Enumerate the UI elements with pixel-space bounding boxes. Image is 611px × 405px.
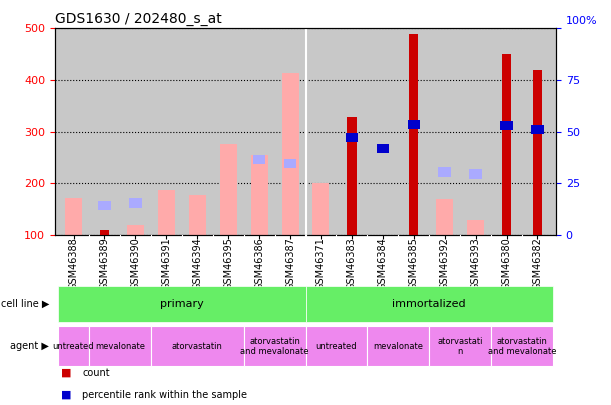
Text: cell line ▶: cell line ▶: [1, 299, 49, 309]
Bar: [129, 198, 142, 207]
Bar: [58, 326, 89, 366]
Bar: [500, 121, 513, 130]
Text: GSM46382: GSM46382: [532, 237, 543, 290]
Bar: [469, 169, 482, 179]
Text: atorvastatin
and mevalonate: atorvastatin and mevalonate: [240, 337, 309, 356]
Bar: [533, 70, 542, 235]
Text: GSM46392: GSM46392: [440, 237, 450, 290]
Bar: [439, 167, 451, 177]
Bar: [244, 326, 306, 366]
Bar: [408, 120, 420, 129]
Bar: [436, 199, 453, 235]
Text: GSM46394: GSM46394: [192, 237, 202, 290]
Text: GSM46391: GSM46391: [161, 237, 171, 290]
Bar: [347, 117, 357, 235]
Text: GSM46390: GSM46390: [130, 237, 141, 290]
Bar: [189, 195, 206, 235]
Text: GSM46393: GSM46393: [470, 237, 481, 290]
Bar: [367, 326, 429, 366]
Text: GSM46386: GSM46386: [254, 237, 264, 290]
Bar: [467, 220, 484, 235]
Text: GSM46380: GSM46380: [502, 237, 511, 290]
Bar: [284, 159, 296, 168]
Text: untreated: untreated: [316, 342, 357, 351]
Bar: [253, 155, 265, 164]
Text: count: count: [82, 368, 110, 377]
Text: GSM46384: GSM46384: [378, 237, 388, 290]
Bar: [98, 201, 111, 210]
Bar: [127, 224, 144, 235]
Text: primary: primary: [160, 299, 203, 309]
Text: atorvastatin
and mevalonate: atorvastatin and mevalonate: [488, 337, 556, 356]
Text: GSM46387: GSM46387: [285, 237, 295, 290]
Text: ■: ■: [61, 390, 71, 400]
Text: atorvastatin: atorvastatin: [172, 342, 222, 351]
Bar: [158, 190, 175, 235]
Text: atorvastati
n: atorvastati n: [437, 337, 483, 356]
Text: mevalonate: mevalonate: [373, 342, 423, 351]
Bar: [429, 326, 491, 366]
Bar: [220, 143, 236, 235]
Text: GSM46371: GSM46371: [316, 237, 326, 290]
Bar: [89, 326, 151, 366]
Text: GSM46395: GSM46395: [223, 237, 233, 290]
Text: ■: ■: [61, 368, 71, 377]
Bar: [491, 326, 553, 366]
Bar: [58, 286, 306, 322]
Text: untreated: untreated: [53, 342, 94, 351]
Bar: [282, 73, 299, 235]
Bar: [502, 54, 511, 235]
Bar: [409, 34, 419, 235]
Text: 100%: 100%: [566, 16, 598, 26]
Bar: [376, 144, 389, 153]
Bar: [65, 198, 82, 235]
Bar: [312, 183, 329, 235]
Bar: [346, 133, 358, 142]
Text: percentile rank within the sample: percentile rank within the sample: [82, 390, 247, 400]
Bar: [100, 230, 109, 235]
Text: agent ▶: agent ▶: [10, 341, 49, 351]
Text: GSM46389: GSM46389: [100, 237, 109, 290]
Text: GSM46385: GSM46385: [409, 237, 419, 290]
Text: immortalized: immortalized: [392, 299, 466, 309]
Text: mevalonate: mevalonate: [95, 342, 145, 351]
Bar: [151, 326, 244, 366]
Text: GDS1630 / 202480_s_at: GDS1630 / 202480_s_at: [55, 12, 222, 26]
Bar: [532, 125, 544, 134]
Bar: [306, 326, 367, 366]
Text: GSM46383: GSM46383: [347, 237, 357, 290]
Bar: [306, 286, 553, 322]
Text: GSM46388: GSM46388: [68, 237, 79, 290]
Bar: [251, 156, 268, 235]
